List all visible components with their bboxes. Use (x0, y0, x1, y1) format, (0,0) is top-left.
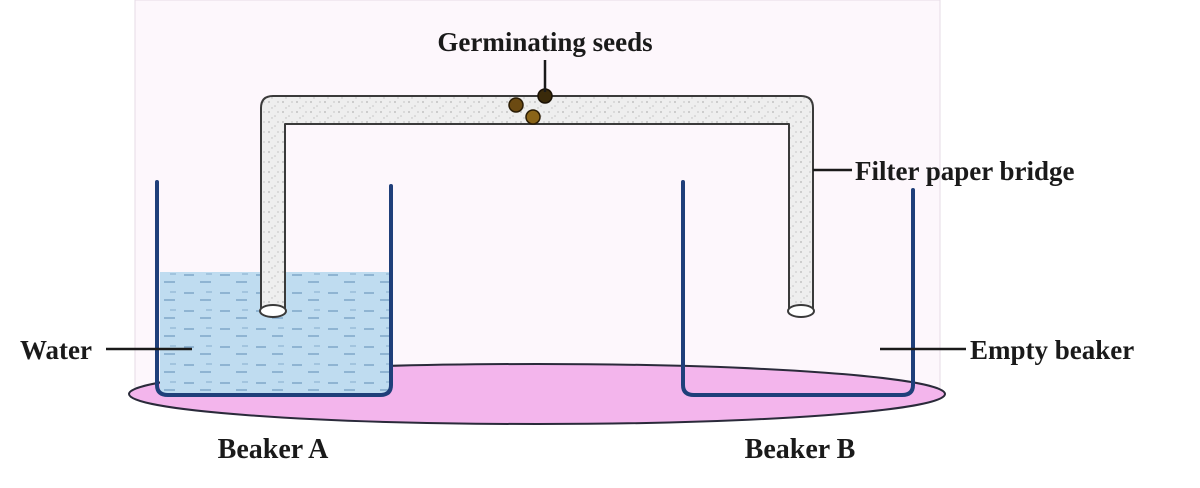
label-water: Water (20, 335, 92, 365)
seed (525, 109, 541, 125)
label-beaker-b: Beaker B (745, 434, 856, 465)
bridge-end-left (259, 304, 287, 318)
beaker-b (681, 180, 915, 397)
label-filter-paper-bridge: Filter paper bridge (855, 156, 1074, 186)
label-germinating-seeds: Germinating seeds (437, 27, 652, 57)
label-beaker-a: Beaker A (218, 434, 329, 465)
label-empty-beaker: Empty beaker (970, 335, 1134, 365)
bridge-end-right (787, 304, 815, 318)
seed (508, 97, 524, 113)
beaker-a (155, 180, 393, 397)
